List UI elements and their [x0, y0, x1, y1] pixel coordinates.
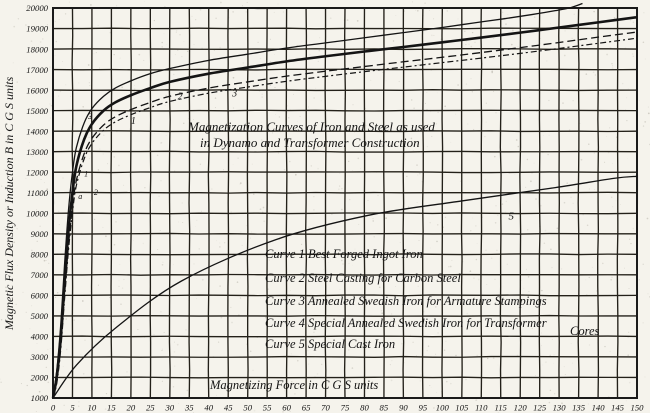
- svg-text:5: 5: [509, 210, 515, 222]
- svg-text:6000: 6000: [31, 291, 49, 301]
- svg-text:Magnetization Curves of Iron a: Magnetization Curves of Iron and Steel a…: [187, 119, 435, 134]
- svg-text:145: 145: [611, 403, 625, 413]
- svg-text:20: 20: [127, 403, 136, 413]
- svg-text:75: 75: [341, 403, 350, 413]
- svg-text:85: 85: [380, 403, 389, 413]
- svg-text:13000: 13000: [26, 147, 48, 157]
- svg-text:4000: 4000: [31, 332, 49, 342]
- svg-text:16000: 16000: [26, 85, 48, 95]
- svg-text:5: 5: [70, 403, 75, 413]
- svg-text:30: 30: [164, 403, 174, 413]
- svg-text:11000: 11000: [27, 188, 49, 198]
- svg-text:0: 0: [51, 403, 56, 413]
- svg-text:10: 10: [88, 403, 97, 413]
- svg-text:15000: 15000: [26, 106, 48, 116]
- svg-text:55: 55: [263, 403, 272, 413]
- svg-text:15: 15: [107, 403, 116, 413]
- svg-text:150: 150: [630, 403, 644, 413]
- svg-text:50: 50: [243, 403, 252, 413]
- svg-text:9000: 9000: [31, 229, 49, 239]
- svg-text:1: 1: [84, 169, 88, 178]
- svg-text:130: 130: [553, 403, 567, 413]
- svg-text:125: 125: [533, 403, 547, 413]
- svg-text:19000: 19000: [26, 24, 48, 34]
- svg-text:35: 35: [184, 403, 194, 413]
- svg-text:120: 120: [514, 403, 528, 413]
- svg-text:1: 1: [131, 116, 136, 127]
- svg-text:7000: 7000: [31, 270, 49, 280]
- svg-text:70: 70: [321, 403, 330, 413]
- svg-text:95: 95: [419, 403, 428, 413]
- svg-text:140: 140: [592, 403, 606, 413]
- svg-text:Curve 4 Special Annealed Swed: Curve 4 Special Annealed Swedish Iron fo…: [265, 316, 547, 330]
- svg-text:1000: 1000: [31, 393, 49, 403]
- svg-text:Magnetizing Force in C G S uni: Magnetizing Force in C G S units: [209, 378, 378, 392]
- svg-text:45: 45: [224, 403, 233, 413]
- svg-text:12000: 12000: [26, 167, 48, 177]
- svg-text:Curve 2 Steel Casting for Car: Curve 2 Steel Casting for Carbon Steel: [265, 271, 461, 285]
- svg-text:90: 90: [399, 403, 408, 413]
- svg-text:Curve 3 Annealed Swedish Iron: Curve 3 Annealed Swedish Iron for Armatu…: [265, 294, 547, 308]
- svg-text:a: a: [78, 192, 82, 201]
- svg-text:3: 3: [87, 112, 92, 121]
- svg-text:in Dynamo and Transformer Cons: in Dynamo and Transformer Construction: [200, 135, 420, 150]
- svg-text:10000: 10000: [26, 209, 48, 219]
- svg-text:8000: 8000: [31, 250, 49, 260]
- svg-text:25: 25: [146, 403, 155, 413]
- svg-text:5000: 5000: [31, 311, 49, 321]
- svg-text:Curve 5 Special Cast Iron: Curve 5 Special Cast Iron: [265, 337, 395, 351]
- svg-text:Curve 1 Best Forged Ingot Iro: Curve 1 Best Forged Ingot Iron: [265, 247, 423, 261]
- svg-text:14000: 14000: [26, 126, 48, 136]
- svg-text:17000: 17000: [26, 65, 48, 75]
- svg-text:40: 40: [204, 403, 213, 413]
- svg-text:20000: 20000: [26, 3, 48, 13]
- svg-text:110: 110: [475, 403, 488, 413]
- svg-text:2: 2: [94, 188, 98, 197]
- svg-text:100: 100: [436, 403, 450, 413]
- svg-text:Cores: Cores: [570, 324, 600, 338]
- svg-text:Magnetic Flux Density or Induc: Magnetic Flux Density or Induction B in …: [2, 76, 16, 331]
- svg-text:135: 135: [572, 403, 586, 413]
- svg-text:60: 60: [282, 403, 291, 413]
- svg-text:3: 3: [231, 88, 237, 99]
- svg-text:80: 80: [360, 403, 369, 413]
- svg-text:18000: 18000: [26, 44, 48, 54]
- svg-text:2000: 2000: [31, 373, 49, 383]
- svg-text:115: 115: [495, 403, 508, 413]
- svg-text:3000: 3000: [30, 352, 49, 362]
- svg-text:105: 105: [455, 403, 469, 413]
- svg-text:65: 65: [302, 403, 311, 413]
- svg-text:2: 2: [178, 91, 183, 102]
